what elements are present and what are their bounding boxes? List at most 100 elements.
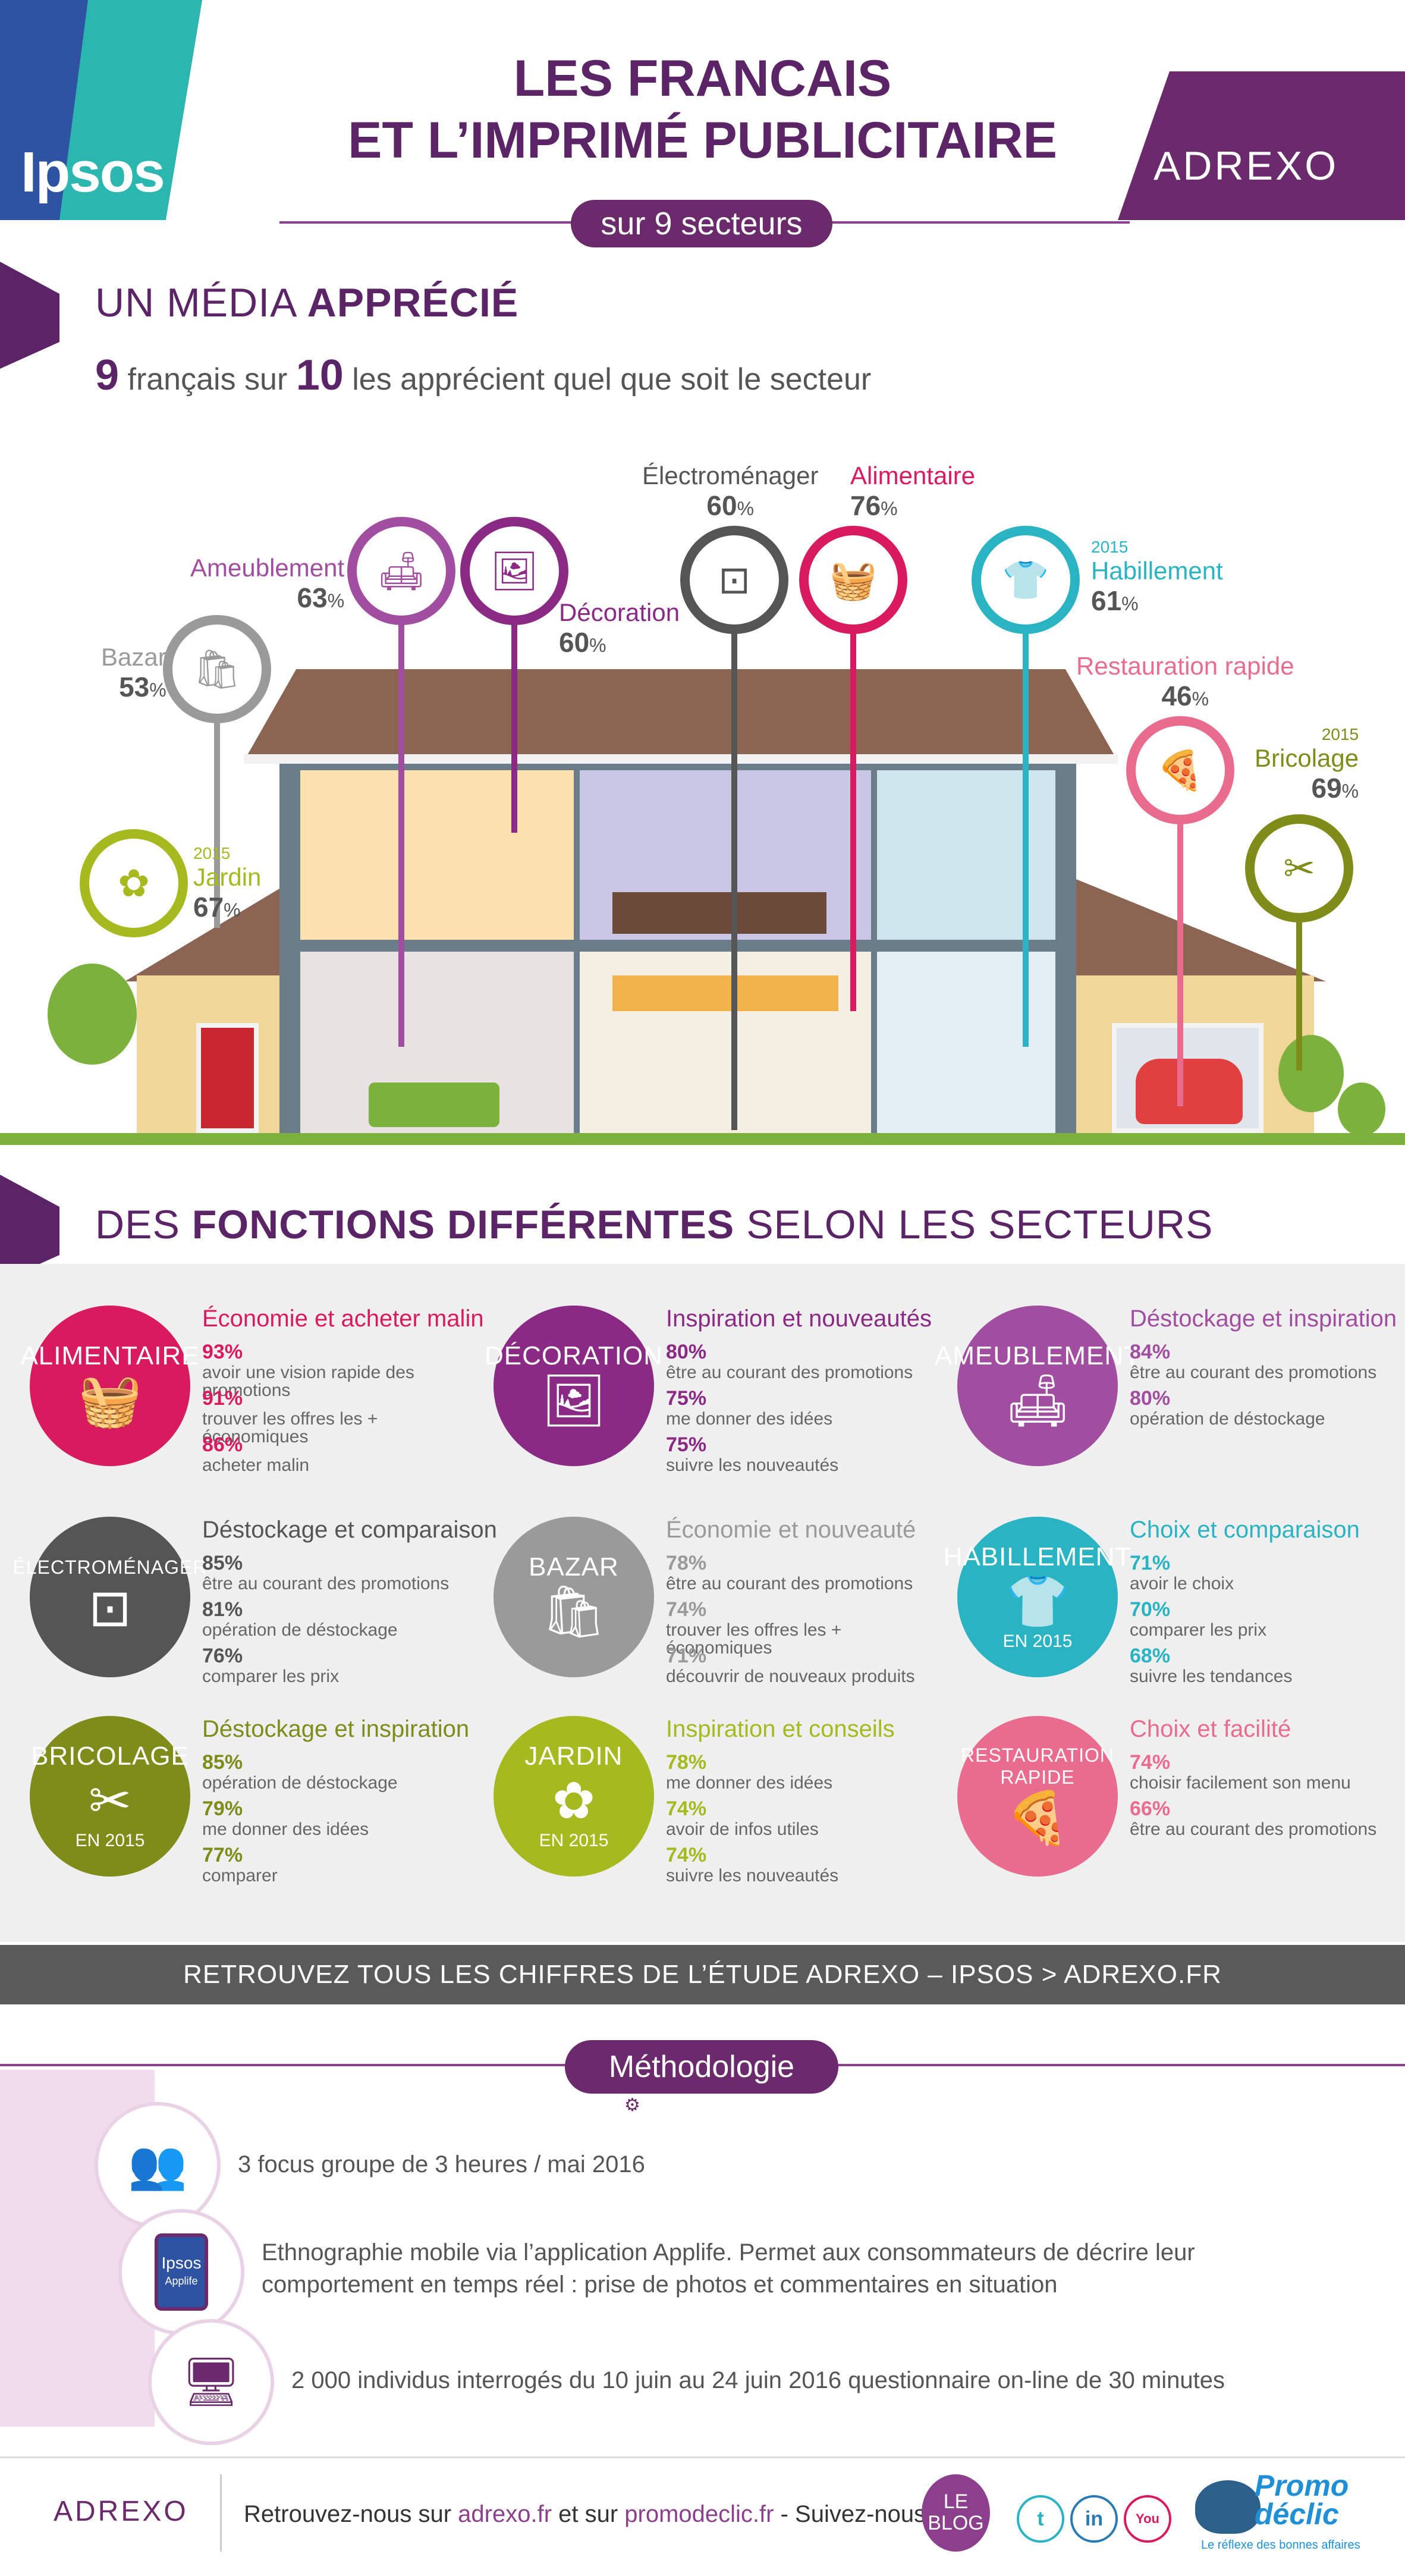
tree-left xyxy=(48,964,137,1065)
footer-text: Retrouvez-nous sur adrexo.fr et sur prom… xyxy=(244,2501,966,2527)
bubble-pin-alimentaire xyxy=(850,625,856,1011)
lead-text: 9 français sur 10 les apprécient quel qu… xyxy=(95,352,872,399)
bubble-name-ameublement: Ameublement xyxy=(190,554,345,582)
methodology-item-1: 3 focus groupe de 3 heures / mai 2016 xyxy=(238,2151,645,2177)
circle-name-ameublement: AMEUBLEMENT xyxy=(935,1341,1140,1370)
function-stat-jardin-0: 78% me donner des idées xyxy=(666,1751,833,1793)
bed xyxy=(612,892,826,934)
bag-icon: 🛍 xyxy=(541,1583,606,1640)
bubble-name-bricolage: Bricolage xyxy=(1255,744,1359,772)
linkedin-icon[interactable]: in xyxy=(1070,2495,1118,2543)
bubble-name-bazar: Bazar xyxy=(101,643,166,671)
function-title-habillement: Choix et comparaison xyxy=(1130,1517,1360,1543)
bubble-year-bricolage: 2015 xyxy=(1321,725,1359,743)
bubble-value-ameublement: 63% xyxy=(297,582,345,613)
promodeclic-link[interactable]: promodeclic.fr xyxy=(624,2501,774,2527)
section-marker xyxy=(0,262,59,369)
bubble-pin-habillement xyxy=(1023,625,1029,1047)
bubble-pin-decoration xyxy=(511,616,517,833)
function-stat-electromenager-0: 85% être au courant des promotions xyxy=(202,1552,450,1593)
function-title-ameublement: Déstockage et inspiration xyxy=(1130,1306,1397,1332)
function-stat-habillement-2: 68% suivre les tendances xyxy=(1130,1645,1293,1686)
promodeclic-logo[interactable]: Promo déclic Le réflexe des bonnes affai… xyxy=(1189,2468,1379,2558)
circle-name-bazar: BAZAR xyxy=(529,1552,619,1582)
bubble-label-habillement: 2015 Habillement 61% xyxy=(1091,538,1223,619)
lawn xyxy=(0,1133,1405,1145)
tree-right xyxy=(1278,1035,1344,1112)
bubble-label-restauration: Restauration rapide 46% xyxy=(1076,651,1294,714)
blog-button[interactable]: LE BLOG xyxy=(922,2474,990,2552)
bubble-name-jardin: Jardin xyxy=(193,863,262,891)
basket-icon: 🧺 xyxy=(78,1372,142,1429)
footer-separator xyxy=(220,2474,222,2552)
circle-name-habillement: HABILLEMENT xyxy=(943,1542,1132,1571)
methodology-title: Méthodologie xyxy=(565,2040,838,2094)
house-illustration xyxy=(279,761,1076,1136)
pizza-icon: 🍕 xyxy=(1136,726,1225,815)
bubble-label-bazar: Bazar 53% xyxy=(101,642,166,705)
bubble-value-electromenager: 60% xyxy=(706,490,755,521)
function-stat-alimentaire-1: 91% trouver les offres les + économiques xyxy=(202,1387,378,1447)
bubble-name-decoration: Décoration xyxy=(559,598,680,626)
function-stat-bazar-1: 74% trouver les offres les + économiques xyxy=(666,1598,842,1658)
function-stat-bricolage-0: 85% opération de déstockage xyxy=(202,1751,398,1793)
frame-icon: 🖼 xyxy=(470,526,559,616)
twitter-icon[interactable]: t xyxy=(1017,2495,1064,2543)
circle-ameublement: AMEUBLEMENT 🛋 xyxy=(935,1306,1140,1466)
circle-bricolage: BRICOLAGE ✂ EN 2015 xyxy=(30,1716,190,1877)
bush-right xyxy=(1338,1083,1385,1136)
study-banner[interactable]: RETROUVEZ TOUS LES CHIFFRES DE L’ÉTUDE A… xyxy=(0,1945,1405,2004)
footer-divider xyxy=(0,2456,1405,2458)
circle-habillement: HABILLEMENT 👕 EN 2015 xyxy=(944,1517,1131,1677)
footer-adrexo-logo[interactable]: ADREXO xyxy=(54,2496,188,2527)
function-title-decoration: Inspiration et nouveautés xyxy=(666,1306,932,1332)
function-stat-habillement-0: 71% avoir le choix xyxy=(1130,1552,1234,1593)
bubble-pin-restauration xyxy=(1177,815,1183,1106)
bubble-label-bricolage: 2015 Bricolage 69% xyxy=(1255,726,1359,806)
function-stat-electromenager-2: 76% comparer les prix xyxy=(202,1645,340,1686)
circle-year-habillement: EN 2015 xyxy=(1002,1631,1073,1651)
bubble-label-ameublement: Ameublement 63% xyxy=(190,553,344,616)
function-stat-decoration-0: 80% être au courant des promotions xyxy=(666,1341,913,1382)
kitchen-cabinets xyxy=(612,975,838,1011)
circle-alimentaire: ALIMENTAIRE 🧺 xyxy=(20,1306,199,1466)
function-stat-decoration-2: 75% suivre les nouveautés xyxy=(666,1433,839,1475)
circle-jardin: JARDIN ✿ EN 2015 xyxy=(494,1716,654,1877)
title-line-2: ET L’IMPRIMÉ PUBLICITAIRE xyxy=(348,112,1057,169)
basket-icon: 🧺 xyxy=(809,535,898,625)
function-title-jardin: Inspiration et conseils xyxy=(666,1716,895,1742)
bubble-value-bazar: 53% xyxy=(119,672,166,702)
washing-machine-icon: ⊡ xyxy=(690,535,779,625)
adrexo-link[interactable]: adrexo.fr xyxy=(458,2501,552,2527)
bubble-pin-electromenager xyxy=(731,625,737,1130)
youtube-icon[interactable]: You xyxy=(1124,2495,1171,2543)
function-title-electromenager: Déstockage et comparaison xyxy=(202,1517,497,1543)
tools-icon: ✂ xyxy=(1255,824,1344,913)
bubble-value-bricolage: 69% xyxy=(1311,773,1359,804)
adrexo-logo: ADREXO xyxy=(1118,71,1405,220)
section-title-1: UN MÉDIA APPRÉCIÉ xyxy=(95,280,519,325)
roof-edge xyxy=(244,754,1118,764)
kids-room xyxy=(300,770,574,940)
methodology-item-3: 2 000 individus interrogés du 10 juin au… xyxy=(291,2367,1225,2393)
function-stat-bazar-2: 71% découvrir de nouveaux produits xyxy=(666,1645,915,1686)
bubble-name-habillement: Habillement xyxy=(1091,557,1223,585)
circle-name-decoration: DÉCORATION xyxy=(484,1341,664,1370)
bubble-value-decoration: 60% xyxy=(559,627,606,658)
ipsos-logo: Ipsos xyxy=(0,0,202,220)
function-stat-habillement-1: 70% comparer les prix xyxy=(1130,1598,1267,1640)
function-stat-ameublement-0: 84% être au courant des promotions xyxy=(1130,1341,1377,1382)
function-title-alimentaire: Économie et acheter malin xyxy=(202,1306,484,1332)
laundry-room xyxy=(877,952,1055,1133)
function-stat-restauration-0: 74% choisir facilement son menu xyxy=(1130,1751,1351,1793)
subtitle-pill: sur 9 secteurs xyxy=(571,200,832,247)
flower-icon: ✿ xyxy=(89,839,178,928)
gear-icon: ⚙ xyxy=(624,2095,640,2115)
house-roof xyxy=(244,669,1118,761)
circle-name-electromenager: ÉLECTROMÉNAGER xyxy=(12,1556,208,1578)
bubble-value-jardin: 67% xyxy=(193,892,241,923)
meeting-icon: 👥 xyxy=(98,2106,217,2224)
tablet-icon: Ipsos Applife xyxy=(122,2213,241,2332)
lead-number-9: 9 xyxy=(95,352,120,399)
bubble-name-restauration: Restauration rapide xyxy=(1076,652,1294,680)
